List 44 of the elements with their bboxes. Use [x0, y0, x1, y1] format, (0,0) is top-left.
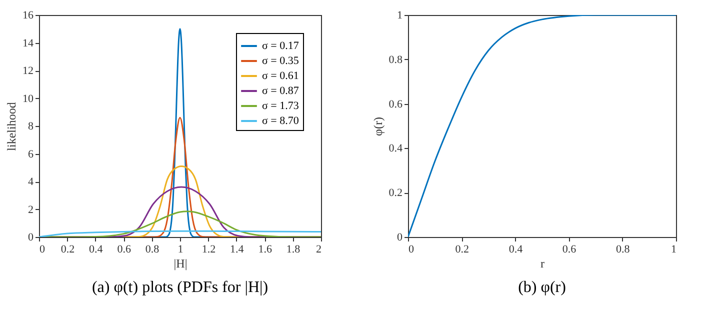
- x-tick-label: 0.2: [60, 244, 75, 256]
- x-tick-label: 0.6: [562, 244, 577, 256]
- x-tick-label: 1.4: [230, 244, 244, 256]
- legend-label: σ = 1.73: [262, 100, 300, 112]
- x-tick-label: 1.8: [286, 244, 301, 256]
- y-tick-label: 10: [22, 92, 34, 105]
- y-tick-label: 1: [397, 10, 402, 22]
- legend-label: σ = 0.87: [262, 85, 300, 97]
- y-tick-label: 0.2: [388, 187, 402, 200]
- text: (b) φ(r): [518, 279, 566, 296]
- x-tick-label: 2: [316, 244, 322, 256]
- x-axis-title: r: [540, 256, 544, 270]
- y-tick-label: 8: [28, 120, 34, 132]
- legend-label: σ = 0.61: [262, 70, 299, 82]
- y-tick-label: 4: [28, 176, 34, 188]
- legend-label: σ = 0.35: [262, 55, 300, 67]
- legend-label: σ = 8.70: [262, 115, 300, 127]
- y-tick-label: 0: [28, 232, 34, 244]
- x-tick-label: 0.2: [455, 244, 469, 256]
- y-tick-label: 0.8: [388, 54, 403, 66]
- x-tick-label: 0: [40, 244, 46, 256]
- y-tick-label: 6: [28, 148, 34, 160]
- x-tick-label: 0.6: [117, 244, 132, 256]
- x-tick-label: 0.8: [616, 244, 630, 256]
- y-axis-title: likelihood: [4, 102, 18, 151]
- x-tick-label: 1.6: [258, 244, 272, 256]
- x-tick-label: 0.4: [89, 244, 104, 256]
- text: (a) φ(t) plots (PDFs for |H|): [92, 279, 268, 296]
- x-tick-label: 0.4: [508, 244, 524, 256]
- y-tick-label: 0.4: [388, 142, 403, 155]
- y-axis-title: φ(r): [370, 117, 385, 136]
- y-tick-label: 0: [397, 232, 403, 244]
- x-tick-label: 0.8: [145, 244, 160, 256]
- x-axis-title: |H|: [174, 256, 188, 270]
- y-tick-label: 0.6: [388, 98, 403, 110]
- y-tick-label: 14: [22, 37, 34, 50]
- legend-label: σ = 0.17: [262, 40, 300, 52]
- x-tick-label: 1: [671, 244, 676, 256]
- y-tick-label: 2: [28, 204, 34, 216]
- y-tick-label: 12: [22, 65, 34, 77]
- x-tick-label: 0: [408, 244, 414, 256]
- y-tick-label: 16: [22, 10, 34, 22]
- x-tick-label: 1.2: [202, 244, 216, 256]
- x-tick-label: 1: [178, 244, 184, 256]
